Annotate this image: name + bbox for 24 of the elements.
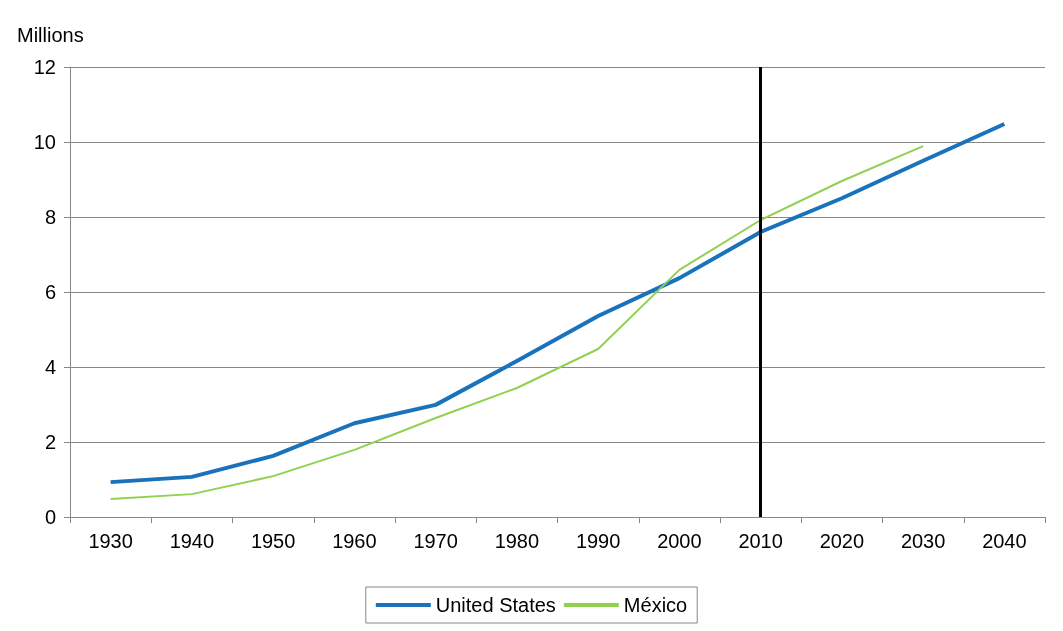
x-tick-label: 1950	[250, 530, 296, 552]
x-tick-label: 1930	[88, 530, 133, 552]
x-tick-label: 1980	[494, 530, 540, 552]
x-tick-label: 1970	[413, 530, 458, 552]
y-tick-label: 4	[44, 356, 56, 378]
y-tick-label: 8	[44, 206, 56, 228]
y-tick-label: 12	[33, 56, 56, 78]
y-tick-label: 6	[44, 281, 56, 303]
x-tick-label: 1990	[575, 530, 621, 552]
y-tick-label: 2	[44, 431, 56, 453]
y-tick-label: 0	[44, 506, 56, 528]
x-tick-label: 2020	[819, 530, 865, 552]
line-series	[108, 122, 1007, 485]
line-series	[109, 145, 925, 500]
x-tick-label: 2030	[900, 530, 946, 552]
x-tick-label: 1940	[169, 530, 215, 552]
legend-label: México	[623, 594, 688, 616]
x-tick-label: 1960	[332, 530, 377, 552]
x-tick-label: 2040	[982, 530, 1027, 552]
y-axis-title: Millions	[17, 24, 84, 46]
x-tick-label: 2000	[657, 530, 702, 552]
x-tick-label: 2010	[738, 530, 783, 552]
y-tick-label: 10	[33, 131, 56, 153]
legend-label: United States	[435, 594, 556, 616]
